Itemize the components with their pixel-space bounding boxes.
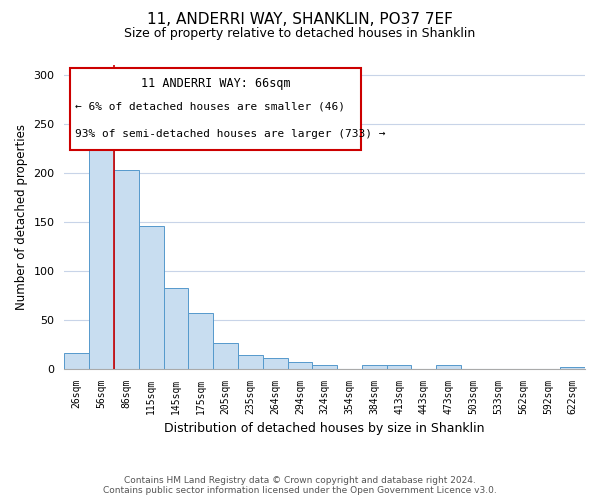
Bar [164,288,188,368]
Bar [89,150,114,368]
Bar [213,343,238,368]
Bar [436,365,461,368]
Text: Size of property relative to detached houses in Shanklin: Size of property relative to detached ho… [124,28,476,40]
FancyBboxPatch shape [70,68,361,150]
Bar [64,353,89,368]
Bar [139,226,164,368]
Bar [386,365,412,368]
Text: 11 ANDERRI WAY: 66sqm: 11 ANDERRI WAY: 66sqm [140,77,290,90]
Bar [287,362,313,368]
Bar [114,170,139,368]
X-axis label: Distribution of detached houses by size in Shanklin: Distribution of detached houses by size … [164,422,485,435]
Text: ← 6% of detached houses are smaller (46): ← 6% of detached houses are smaller (46) [75,102,345,112]
Text: 11, ANDERRI WAY, SHANKLIN, PO37 7EF: 11, ANDERRI WAY, SHANKLIN, PO37 7EF [147,12,453,28]
Y-axis label: Number of detached properties: Number of detached properties [15,124,28,310]
Bar [560,366,585,368]
Bar [263,358,287,368]
Bar [313,365,337,368]
Text: Contains HM Land Registry data © Crown copyright and database right 2024.
Contai: Contains HM Land Registry data © Crown c… [103,476,497,495]
Text: 93% of semi-detached houses are larger (733) →: 93% of semi-detached houses are larger (… [75,129,385,139]
Bar [188,313,213,368]
Bar [362,365,386,368]
Bar [238,355,263,368]
